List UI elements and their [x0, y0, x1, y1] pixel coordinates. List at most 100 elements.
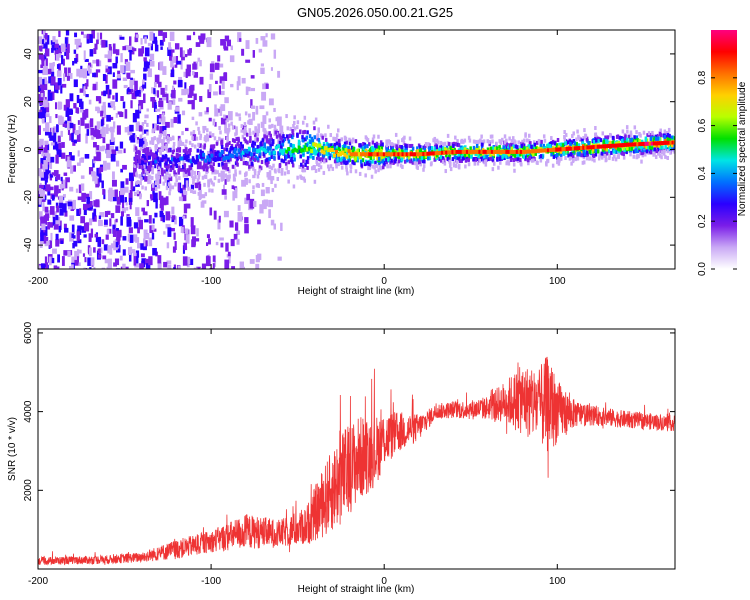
spectrogram-cell: [233, 139, 236, 144]
spectrogram-cell: [117, 149, 123, 154]
spectrogram-cell: [50, 232, 53, 241]
spectrogram-cell: [63, 73, 66, 82]
spectrogram-cell: [97, 254, 102, 259]
spectrogram-cell: [77, 150, 80, 157]
spectrogram-cell: [430, 161, 433, 166]
spectrogram-cell: [115, 218, 118, 223]
spectrogram-cell: [605, 151, 609, 156]
spectrogram-cell: [110, 132, 114, 143]
spectrogram-cell: [160, 158, 164, 163]
spectrogram-cell: [156, 181, 160, 186]
spectrogram-cell: [611, 140, 615, 145]
spectrogram-cell: [38, 54, 44, 60]
spectrogram-cell: [306, 156, 310, 161]
spectrogram-cell: [49, 222, 54, 228]
spectrogram-cell: [448, 159, 451, 164]
spectrogram-cell: [464, 164, 467, 169]
spectrogram-cell: [78, 262, 81, 267]
spectrogram-cell: [67, 120, 71, 131]
spectrogram-cell: [52, 216, 56, 226]
spectrogram-cell: [64, 48, 68, 56]
spectrogram-cell: [187, 158, 191, 163]
spectrogram-cell: [237, 32, 242, 43]
spectrogram-cell: [259, 204, 264, 214]
spectrogram-cell: [274, 169, 277, 174]
spectrogram-cell: [486, 139, 489, 144]
spectrogram-cell: [386, 152, 390, 157]
spectrogram-cell: [127, 87, 131, 93]
spectrogram-cell: [72, 123, 76, 134]
spectrogram-cell: [121, 207, 126, 213]
spectrogram-cell: [217, 162, 221, 167]
spectrogram-cell: [439, 145, 442, 150]
spectrogram-cell: [159, 204, 164, 209]
spectrogram-cell: [107, 102, 112, 108]
spectrogram-cell: [314, 168, 318, 173]
spectrogram-cell: [251, 147, 255, 152]
spectrogram-cell: [243, 137, 246, 142]
spectrogram-cell: [203, 136, 207, 141]
spectrogram-cell: [228, 255, 231, 264]
spectrogram-cell: [95, 129, 100, 139]
spectrogram-cell: [486, 149, 490, 154]
spectrogram-cell: [39, 184, 44, 189]
spectrogram-cell: [178, 176, 181, 181]
spectrogram-cell: [527, 144, 531, 149]
spectrogram-cell: [617, 143, 621, 148]
spectrogram-cell: [148, 152, 151, 157]
spectrogram-cell: [195, 238, 200, 242]
spectrogram-cell: [492, 149, 496, 154]
spectrogram-cell: [205, 242, 209, 246]
spectrogram-cell: [213, 210, 217, 220]
spectrogram-cell: [306, 141, 310, 146]
spectrogram-cell: [237, 211, 243, 222]
spectrogram-cell: [368, 162, 371, 167]
spectrogram-cell: [288, 134, 291, 139]
spectrogram-cell: [275, 132, 279, 137]
spectrogram-cell: [142, 79, 145, 85]
spectrogram-cell: [85, 133, 88, 144]
spectrogram-cell: [148, 155, 152, 160]
spectrogram-cell: [120, 168, 124, 173]
spectrogram-cell: [154, 90, 159, 97]
spectrogram-cell: [196, 178, 200, 183]
spectrogram-cell: [407, 152, 411, 157]
spectrogram-cell: [158, 30, 163, 36]
spectrogram-cell: [246, 153, 250, 158]
spectrogram-cell: [329, 143, 332, 148]
spectrogram-cell: [252, 166, 255, 171]
spectrogram-cell: [139, 174, 142, 179]
spectrogram-cell: [244, 177, 248, 185]
spectrogram-cell: [299, 174, 302, 179]
spectrogram-cell: [322, 141, 326, 146]
spectrogram-cell: [250, 87, 256, 92]
spectrogram-cell: [163, 261, 168, 268]
spectrogram-cell: [507, 161, 511, 166]
spectrogram-cell: [119, 255, 123, 261]
spectrogram-cell: [124, 59, 128, 65]
spectrogram-cell: [639, 151, 642, 156]
spectrogram-cell: [298, 164, 302, 169]
spectrogram-cell: [205, 167, 209, 172]
spectrogram-cell: [600, 151, 604, 156]
spectrogram-cell: [146, 64, 150, 70]
spectrogram-cell: [561, 143, 565, 148]
spectrogram-cell: [201, 263, 207, 269]
spectrogram-cell: [105, 234, 109, 240]
spectrogram-cell: [211, 168, 215, 173]
spectrogram-cell: [374, 160, 377, 165]
spectrogram-cell: [127, 46, 133, 50]
spectrogram-cell: [162, 136, 166, 141]
spectrogram-cell: [68, 152, 72, 158]
spectrogram-cell: [260, 63, 265, 67]
spectrogram-cell: [106, 266, 110, 269]
spectrogram-cell: [520, 143, 524, 148]
spectrogram-cell: [261, 138, 265, 143]
spectrogram-cell: [277, 70, 281, 78]
spectrogram-cell: [96, 32, 100, 41]
spectrogram-cell: [333, 146, 336, 151]
spectrogram-cell: [601, 152, 605, 157]
spectrogram-cell: [94, 43, 98, 50]
spectrogram-cell: [40, 107, 45, 115]
